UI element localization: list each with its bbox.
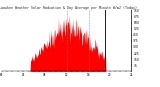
Title: Milwaukee Weather Solar Radiation & Day Average per Minute W/m2 (Today): Milwaukee Weather Solar Radiation & Day … <box>0 6 137 10</box>
